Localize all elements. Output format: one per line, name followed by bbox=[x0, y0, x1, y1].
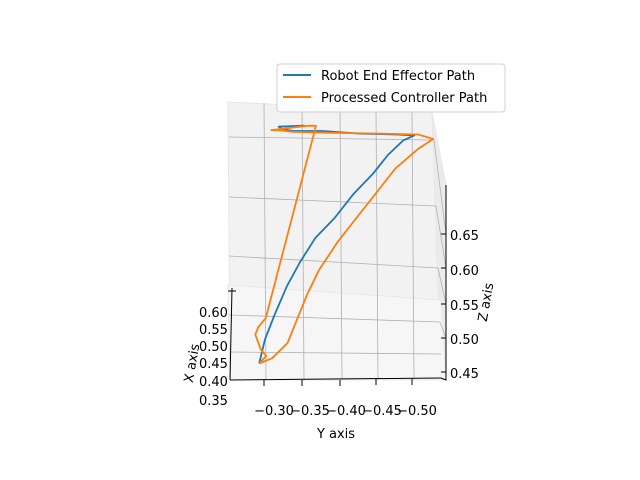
tick-marks bbox=[228, 233, 446, 386]
legend: Robot End Effector Path Processed Contro… bbox=[276, 63, 506, 113]
axis-panes bbox=[227, 101, 447, 381]
processed-controller-path-line bbox=[254, 124, 435, 365]
z-axis-line bbox=[440, 185, 447, 381]
y-tick-label: −0.30 bbox=[254, 404, 294, 419]
z-tick-label: 0.55 bbox=[450, 299, 479, 314]
y-tick-label: −0.40 bbox=[326, 404, 366, 419]
x-tick-labels: 0.60 0.55 0.50 0.45 0.40 0.35 bbox=[199, 306, 228, 409]
legend-box bbox=[276, 63, 506, 113]
x-tick-label: 0.60 bbox=[199, 306, 228, 321]
y-axis-label: Y axis bbox=[316, 427, 355, 442]
z-tick-label: 0.65 bbox=[450, 229, 479, 244]
legend-label-robot-path: Robot End Effector Path bbox=[321, 69, 475, 84]
z-tick-labels: 0.65 0.60 0.55 0.50 0.45 bbox=[450, 229, 479, 382]
x-tick-label: 0.55 bbox=[199, 323, 228, 338]
x-tick-label: 0.50 bbox=[199, 340, 228, 355]
x-axis-label: X axis bbox=[182, 343, 204, 384]
y-tick-label: −0.35 bbox=[290, 404, 330, 419]
legend-label-controller-path: Processed Controller Path bbox=[321, 91, 487, 106]
grid-lines bbox=[228, 102, 447, 381]
y-axis-line bbox=[229, 377, 442, 381]
z-axis-label: Z axis bbox=[476, 282, 498, 323]
x-tick-label: 0.45 bbox=[199, 357, 228, 372]
y-tick-label: −0.50 bbox=[397, 404, 437, 419]
z-tick-label: 0.60 bbox=[450, 264, 479, 279]
x-axis-line bbox=[229, 287, 233, 381]
z-tick-label: 0.45 bbox=[450, 367, 479, 382]
z-tick-label: 0.50 bbox=[450, 333, 479, 348]
x-tick-label: 0.35 bbox=[199, 394, 228, 409]
series-layer bbox=[254, 124, 435, 365]
y-tick-labels: −0.30 −0.35 −0.40 −0.45 −0.50 bbox=[254, 404, 437, 419]
axis-lines bbox=[229, 185, 447, 381]
x-tick-label: 0.40 bbox=[199, 375, 228, 390]
y-tick-label: −0.45 bbox=[362, 404, 402, 419]
